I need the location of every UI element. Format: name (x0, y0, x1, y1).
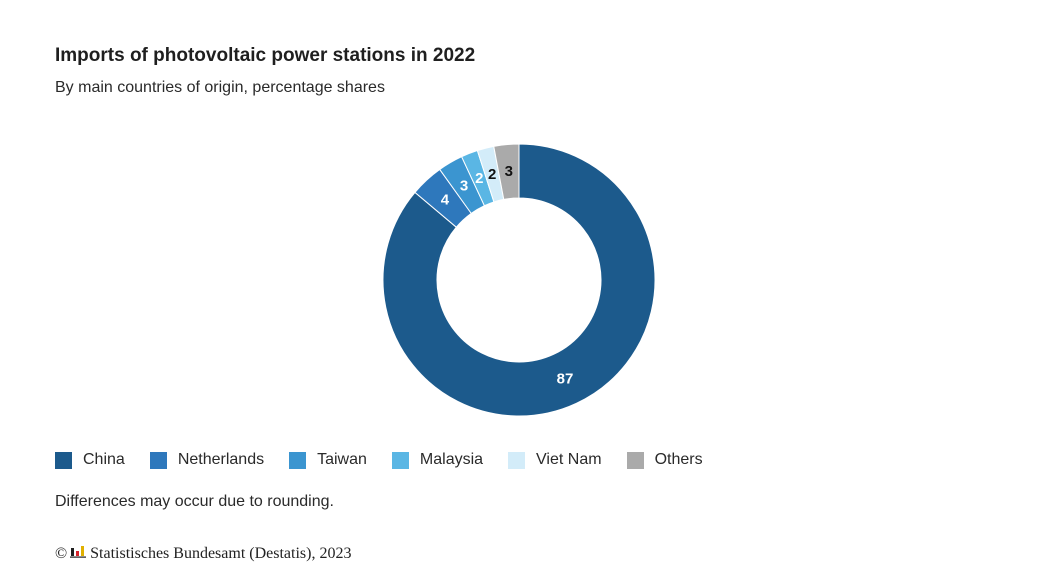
legend-item-netherlands: Netherlands (149, 451, 265, 469)
legend-item-malaysia: Malaysia (391, 451, 484, 469)
legend-swatch (391, 451, 409, 469)
chart-subtitle: By main countries of origin, percentage … (55, 79, 385, 96)
source-credit: © Statistisches Bundesamt (Destatis), 20… (55, 545, 351, 563)
chart-legend: China Netherlands Taiwan Malaysia Viet Nam Ot… (55, 451, 728, 469)
legend-swatch (55, 451, 72, 469)
legend-swatch (149, 451, 167, 469)
legend-item-viet-nam: Viet Nam (508, 451, 602, 469)
slice-label-netherlands: 4 (441, 191, 450, 208)
slice-label-malaysia: 2 (475, 170, 483, 187)
legend-item-taiwan: Taiwan (289, 451, 367, 469)
legend-label: China (83, 451, 125, 468)
slice-label-viet-nam: 2 (488, 166, 496, 183)
copyright-symbol: © (55, 545, 68, 562)
donut-slice-others (493, 143, 520, 201)
chart-title: Imports of photovoltaic power stations i… (55, 45, 476, 66)
legend-label: Netherlands (177, 451, 265, 468)
legend-label: Taiwan (317, 451, 367, 468)
rounding-note: Differences may occur due to rounding. (55, 493, 334, 510)
legend-swatch (626, 451, 644, 469)
donut-slices (382, 143, 656, 417)
slice-label-china: 87 (557, 370, 574, 387)
slice-label-others: 3 (505, 163, 513, 180)
legend-label: Others (654, 451, 703, 468)
legend-label: Malaysia (419, 451, 484, 468)
legend-swatch (289, 451, 307, 469)
source-text: Statistisches Bundesamt (Destatis), 2023 (90, 545, 352, 562)
legend-swatch (508, 451, 526, 469)
legend-label: Viet Nam (536, 451, 602, 468)
donut-slice-china (382, 143, 656, 417)
legend-item-china: China (55, 451, 125, 469)
slice-label-taiwan: 3 (460, 177, 468, 194)
legend-item-others: Others (626, 451, 703, 469)
destatis-logo-icon (70, 545, 87, 563)
